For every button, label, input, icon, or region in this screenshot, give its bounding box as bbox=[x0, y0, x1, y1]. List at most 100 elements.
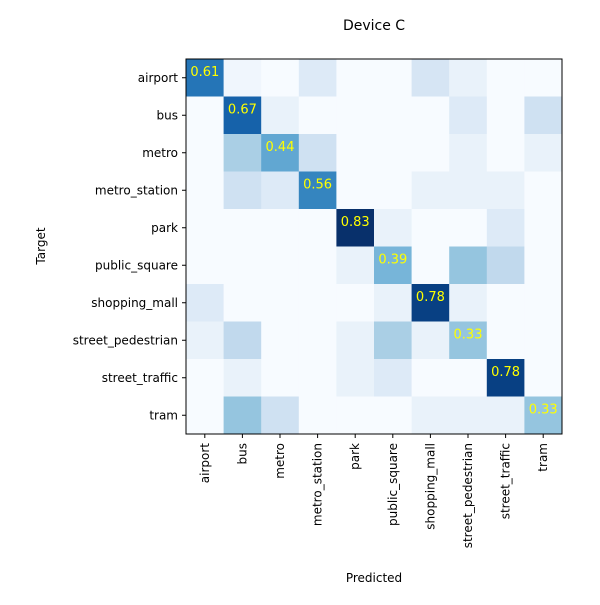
heatmap-cell bbox=[186, 96, 225, 135]
heatmap-cell bbox=[449, 171, 488, 210]
x-tick-label: street_pedestrian bbox=[461, 443, 475, 548]
heatmap-cell bbox=[449, 209, 488, 247]
heatmap-cell bbox=[411, 59, 450, 97]
heatmap-cell bbox=[223, 171, 262, 210]
heatmap-cell bbox=[336, 396, 375, 435]
x-tick-label: metro bbox=[273, 443, 287, 479]
heatmap-cell bbox=[186, 134, 225, 172]
heatmap-cell bbox=[186, 171, 225, 210]
heatmap-cell bbox=[186, 359, 225, 397]
heatmap-cell bbox=[449, 246, 488, 285]
y-tick-label: metro bbox=[142, 146, 178, 160]
heatmap-cell bbox=[449, 396, 488, 435]
heatmap-cell bbox=[261, 396, 300, 435]
heatmap-cell bbox=[186, 246, 225, 285]
heatmap-cell bbox=[524, 396, 563, 435]
y-tick-label: park bbox=[151, 221, 178, 235]
heatmap-cell bbox=[261, 59, 300, 97]
heatmap-cell bbox=[186, 396, 225, 435]
cell-value-label: 0.44 bbox=[266, 140, 295, 155]
x-tick-label: shopping_mall bbox=[423, 443, 437, 530]
y-tick-label: metro_station bbox=[95, 183, 178, 197]
heatmap-cell bbox=[374, 134, 413, 172]
x-tick-label: street_traffic bbox=[499, 443, 513, 519]
heatmap-cell bbox=[524, 134, 563, 172]
heatmap-cell bbox=[374, 396, 413, 435]
heatmap-cell bbox=[261, 284, 300, 322]
heatmap-cell bbox=[411, 171, 450, 210]
x-tick-label: metro_station bbox=[311, 443, 325, 526]
heatmap-cell bbox=[261, 209, 300, 247]
heatmap-cell bbox=[449, 359, 488, 397]
y-tick-label: bus bbox=[157, 108, 178, 122]
heatmap-cell bbox=[374, 209, 413, 247]
heatmap-cell bbox=[486, 134, 525, 172]
x-tick-label: airport bbox=[198, 443, 212, 484]
heatmap-cell bbox=[336, 134, 375, 172]
heatmap-cell bbox=[524, 359, 563, 397]
y-axis-label: Target bbox=[34, 227, 48, 265]
heatmap-cell bbox=[524, 321, 563, 360]
heatmap-cell bbox=[411, 246, 450, 285]
heatmap-cell bbox=[449, 59, 488, 97]
cell-value-label: 0.33 bbox=[454, 327, 483, 342]
cell-value-label: 0.83 bbox=[341, 215, 370, 230]
heatmap-cell bbox=[186, 321, 225, 360]
heatmap-cell bbox=[223, 396, 262, 435]
heatmap-cell bbox=[261, 96, 300, 135]
heatmap-cell bbox=[261, 171, 300, 210]
heatmap-cell bbox=[374, 321, 413, 360]
heatmap-cell bbox=[298, 209, 337, 247]
y-tick-label: public_square bbox=[95, 258, 178, 272]
y-tick-label: street_traffic bbox=[102, 371, 178, 385]
heatmap-cell bbox=[411, 284, 450, 322]
heatmap-cell bbox=[223, 246, 262, 285]
cell-value-label: 0.78 bbox=[416, 290, 445, 305]
heatmap-cell bbox=[449, 321, 488, 360]
heatmap-cell bbox=[411, 359, 450, 397]
heatmap-cell bbox=[524, 171, 563, 210]
heatmap-cell bbox=[374, 171, 413, 210]
heatmap-cell bbox=[449, 134, 488, 172]
cell-value-label: 0.33 bbox=[529, 402, 558, 417]
heatmap-cell bbox=[486, 246, 525, 285]
heatmap-cell bbox=[223, 321, 262, 360]
heatmap-cell bbox=[336, 359, 375, 397]
heatmap-cell bbox=[223, 284, 262, 322]
y-tick-label: shopping_mall bbox=[91, 296, 178, 310]
x-tick-label: tram bbox=[536, 443, 550, 472]
x-tick-label: bus bbox=[235, 443, 249, 464]
x-tick-label: public_square bbox=[386, 443, 400, 526]
cell-value-label: 0.39 bbox=[378, 252, 407, 267]
heatmap-cell bbox=[186, 284, 225, 322]
y-tick-label: airport bbox=[138, 71, 179, 85]
cell-value-label: 0.61 bbox=[190, 65, 219, 80]
cell-value-label: 0.78 bbox=[491, 365, 520, 380]
heatmap-cell bbox=[298, 359, 337, 397]
heatmap-cell bbox=[336, 321, 375, 360]
x-axis-ticks: airport bus metro metro_station park public_s… bbox=[198, 434, 550, 548]
heatmap-cell bbox=[374, 96, 413, 135]
heatmap-cell bbox=[336, 96, 375, 135]
heatmap-cell bbox=[486, 284, 525, 322]
heatmap-cell bbox=[486, 209, 525, 247]
heatmap-cell bbox=[524, 59, 563, 97]
heatmap-cell bbox=[336, 284, 375, 322]
plot-frame bbox=[185, 58, 563, 435]
heatmap-cell bbox=[298, 246, 337, 285]
heatmap-cell bbox=[449, 284, 488, 322]
heatmap-cell bbox=[374, 359, 413, 397]
heatmap-cell bbox=[298, 321, 337, 360]
heatmap-cell bbox=[524, 209, 563, 247]
heatmap-cell bbox=[449, 96, 488, 135]
heatmap-cell bbox=[223, 96, 262, 135]
y-tick-label: tram bbox=[149, 408, 178, 422]
chart-title: Device C bbox=[343, 18, 405, 34]
heatmap-cell bbox=[411, 96, 450, 135]
heatmap-cell bbox=[336, 171, 375, 210]
heatmap-cells bbox=[186, 59, 563, 435]
heatmap-cell bbox=[223, 134, 262, 172]
